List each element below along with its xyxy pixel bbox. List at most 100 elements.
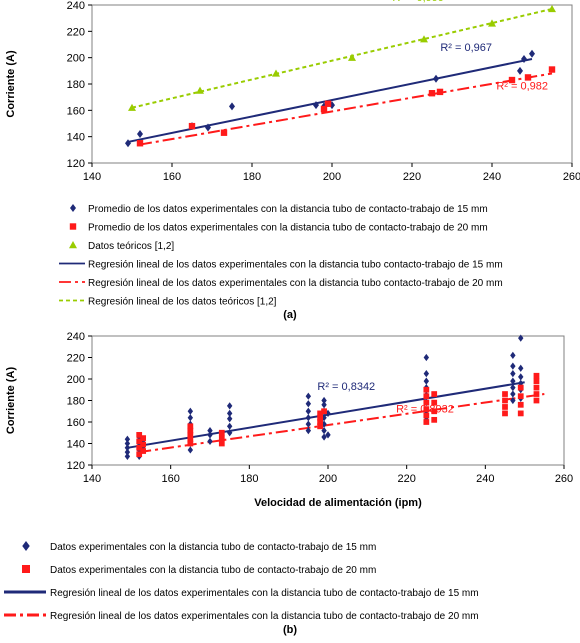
data-point (196, 86, 204, 94)
x-tick-label: 180 (240, 473, 258, 485)
data-point (533, 391, 540, 397)
plot-area (91, 4, 573, 164)
x-tick-label: 260 (563, 171, 580, 183)
legend-label: Promedio de los datos experimentales con… (88, 223, 488, 234)
data-point (218, 429, 225, 436)
data-point (305, 427, 312, 435)
data-point (433, 74, 439, 83)
data-point (510, 390, 516, 398)
data-point (517, 401, 524, 408)
data-point (313, 101, 319, 110)
data-point (220, 129, 228, 136)
data-point (533, 378, 540, 385)
panel-label: (a) (283, 309, 297, 321)
y-tick-label: 120 (67, 460, 85, 472)
y-tick-label: 180 (67, 396, 85, 408)
x-tick-label: 200 (323, 171, 341, 183)
r-squared-label: R² = 0,8342 (317, 381, 375, 393)
data-point (226, 402, 233, 410)
r-squared-label: R² = 0,982 (496, 80, 548, 92)
legend-label: Datos experimentales con la distancia tu… (50, 565, 376, 576)
data-point (510, 396, 516, 405)
y-tick-label: 140 (67, 132, 85, 144)
data-point (423, 399, 430, 406)
data-point (317, 414, 324, 421)
data-point (136, 444, 143, 451)
data-point (187, 414, 194, 422)
x-tick-label: 160 (161, 473, 179, 485)
data-point (136, 140, 144, 147)
data-point (510, 384, 516, 392)
data-point (218, 440, 225, 447)
x-tick-label: 200 (319, 473, 337, 485)
data-point (317, 410, 324, 417)
data-point (420, 35, 428, 43)
data-point (431, 391, 438, 397)
x-tick-label: 220 (403, 171, 421, 183)
data-point (124, 452, 131, 460)
legend-marker (69, 241, 77, 249)
data-point (431, 399, 438, 406)
data-point (187, 440, 194, 447)
data-point (226, 429, 233, 437)
data-point (488, 19, 496, 27)
regression-line (127, 58, 533, 143)
legend-label: Regresión lineal de los datos experiment… (88, 260, 503, 271)
legend-label: Regresión lineal de los datos experiment… (88, 278, 503, 289)
r-squared-label: R² = 0,999 (392, 0, 444, 4)
data-point (348, 53, 356, 61)
data-point (305, 420, 312, 428)
data-point (321, 401, 327, 409)
data-point (207, 437, 213, 445)
data-point (136, 438, 143, 445)
data-point (502, 391, 508, 397)
data-point (510, 377, 516, 385)
y-tick-label: 160 (67, 105, 85, 117)
data-point (124, 448, 131, 456)
data-point (218, 435, 225, 442)
data-point (533, 384, 540, 391)
legend-label: Datos experimentales con la distancia tu… (50, 542, 376, 553)
data-point (423, 412, 430, 419)
data-point (518, 334, 524, 342)
legend-label: Datos teóricos [1,2] (88, 241, 174, 252)
data-point (431, 416, 438, 423)
data-point (321, 433, 327, 441)
data-point (517, 393, 524, 400)
regression-line (139, 72, 553, 146)
data-point (205, 123, 211, 132)
y-tick-label: 240 (67, 331, 85, 343)
y-tick-label: 160 (67, 417, 85, 429)
data-point (226, 415, 233, 423)
data-point (317, 423, 324, 430)
x-tick-label: 140 (83, 171, 101, 183)
data-point (502, 410, 508, 417)
x-tick-label: 240 (483, 171, 501, 183)
data-point (423, 419, 430, 425)
data-point (524, 74, 532, 81)
x-tick-label: 140 (83, 473, 101, 485)
data-point (305, 400, 312, 408)
data-point (207, 427, 213, 435)
data-point (317, 419, 324, 425)
data-point (502, 404, 508, 410)
y-tick-label: 200 (67, 53, 85, 65)
data-point (305, 392, 312, 400)
data-point (124, 444, 131, 452)
data-point (321, 408, 327, 415)
y-axis-title: Corriente (A) (5, 367, 17, 435)
data-point (502, 397, 508, 404)
legend-marker (22, 541, 30, 551)
data-point (187, 427, 194, 434)
data-point (140, 435, 147, 442)
data-point (136, 432, 143, 438)
data-point (124, 435, 131, 443)
data-point (510, 370, 516, 378)
data-point (229, 102, 235, 111)
data-point (423, 393, 430, 400)
data-point (321, 427, 327, 435)
data-point (325, 409, 331, 417)
